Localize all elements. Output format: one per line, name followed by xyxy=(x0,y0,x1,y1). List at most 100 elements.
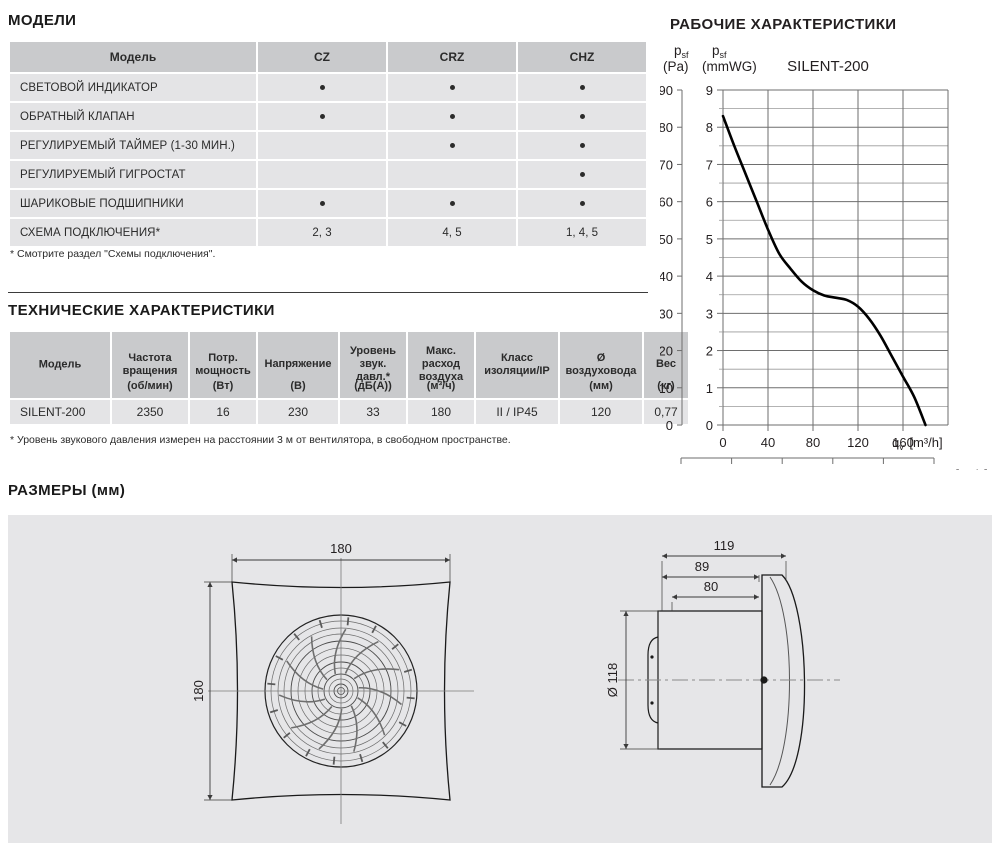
tech-table-row: SILENT-200 2350 16 230 33 180 II / IP45 120 0,77 xyxy=(10,400,688,424)
models-cell xyxy=(258,161,386,188)
tech-header-label: Уровень звук. давл.* xyxy=(349,345,396,383)
front-rim-tick xyxy=(305,748,311,757)
chart-ticklabel-ms: 0.01 xyxy=(719,467,744,470)
feature-dot-icon xyxy=(449,113,455,119)
tech-header-label: Потр. мощность xyxy=(195,351,251,377)
chart-ticklabel-mmwg: 7 xyxy=(706,157,713,172)
tech-header-unit: (кг) xyxy=(657,380,675,392)
chart-ticklabel-mmwg: 1 xyxy=(706,381,713,396)
models-row-label: РЕГУЛИРУЕМЫЙ ТАЙМЕР (1-30 МИН.) xyxy=(10,132,256,159)
models-row-label: РЕГУЛИРУЕМЫЙ ГИГРОСТАТ xyxy=(10,161,256,188)
feature-dot-icon xyxy=(449,84,455,90)
side-80-arrow-right xyxy=(754,594,759,600)
models-row-label: СХЕМА ПОДКЛЮЧЕНИЯ* xyxy=(10,219,256,246)
chart-ylabel-mmwg-unit: (mmWG) xyxy=(702,59,757,74)
front-impeller-blade xyxy=(286,660,324,690)
models-cell: 4, 5 xyxy=(388,219,516,246)
models-cell xyxy=(518,103,646,130)
side-dia-arrow-top xyxy=(623,611,629,616)
models-footnote: * Смотрите раздел "Схемы подключения". xyxy=(10,248,216,260)
tech-section-title: ТЕХНИЧЕСКИЕ ХАРАКТЕРИСТИКИ xyxy=(8,302,275,319)
feature-dot-icon xyxy=(319,200,325,206)
chart-ylabel-mmwg-sub: sf xyxy=(720,50,728,60)
side-119-arrow-left xyxy=(662,553,667,559)
tech-header-4: Уровень звук. давл.* (дБ(А)) xyxy=(340,332,406,398)
chart-ticklabel-mmwg: 5 xyxy=(706,232,713,247)
chart-xlabel-ms: qv [m³/s] xyxy=(938,467,988,470)
chart-ticklabel-mmwg: 4 xyxy=(706,269,713,284)
side-119-arrow-right xyxy=(781,553,786,559)
models-header-cz: CZ xyxy=(258,42,386,72)
side-80-arrow-left xyxy=(672,594,677,600)
side-center-dot xyxy=(760,676,768,684)
chart-axis-mmwg: 0 1 2 3 4 5 6 7 8 9 xyxy=(706,83,724,433)
tech-header-label: Ø воздуховода xyxy=(565,351,637,377)
models-row-label: СВЕТОВОЙ ИНДИКАТОР xyxy=(10,74,256,101)
front-rim-tick xyxy=(346,617,350,626)
front-impeller-blade xyxy=(344,640,379,674)
tech-cell-model: SILENT-200 xyxy=(10,400,110,424)
chart-ticklabel-mh: 120 xyxy=(847,435,869,450)
models-table-row: РЕГУЛИРУЕМЫЙ ТАЙМЕР (1-30 МИН.) xyxy=(10,132,646,159)
chart-ticklabel-ms: 0.03 xyxy=(820,467,845,470)
tech-footnote: * Уровень звукового давления измерен на … xyxy=(10,434,511,446)
chart-series-title: SILENT-200 xyxy=(787,58,869,75)
chart-ticklabel-ms: 0.04 xyxy=(871,467,896,470)
chart-ticklabel-pa: 80 xyxy=(660,120,673,135)
chart-ticklabel-pa: 10 xyxy=(660,381,673,396)
front-rim-tick xyxy=(275,655,284,661)
front-view-drawing: 180 180 xyxy=(191,541,474,824)
front-impeller-blade xyxy=(333,628,347,675)
chart-ticklabel-ms: 0.05 xyxy=(921,467,946,470)
tech-header-7: Ø воздуховода (мм) xyxy=(560,332,642,398)
tech-header-label: Модель xyxy=(38,358,82,371)
models-section-title: МОДЕЛИ xyxy=(8,12,77,29)
tech-cell: 230 xyxy=(258,400,338,424)
chart-ticklabel-mmwg: 3 xyxy=(706,306,713,321)
feature-dot-icon xyxy=(579,200,585,206)
chart-ticklabel-ms: 0.02 xyxy=(770,467,795,470)
front-rim-tick xyxy=(391,643,399,650)
models-cell xyxy=(258,103,386,130)
models-cell xyxy=(388,132,516,159)
tech-table-header-row: Модель Частота вращения (об/мин) Потр. мощн… xyxy=(10,332,688,398)
side-dia-label: Ø 118 xyxy=(605,663,620,697)
side-89-label: 89 xyxy=(695,559,709,574)
front-impeller-blade xyxy=(350,705,358,752)
front-height-label: 180 xyxy=(191,680,206,702)
models-row-label: ШАРИКОВЫЕ ПОДШИПНИКИ xyxy=(10,190,256,217)
tech-header-unit: (дБ(А)) xyxy=(354,380,392,392)
side-cover-inner-edge xyxy=(769,576,790,786)
performance-chart: РАБОЧИЕ ХАРАКТЕРИСТИКИ 0 1 2 3 4 5 6 7 8 9 0 10 20 30… xyxy=(660,10,1000,470)
models-table-header-row: Модель CZ CRZ CHZ xyxy=(10,42,646,72)
front-rim-tick xyxy=(398,721,407,727)
chart-ticklabel-pa: 30 xyxy=(660,306,673,321)
tech-cell: 16 xyxy=(190,400,256,424)
models-header-chz: CHZ xyxy=(518,42,646,72)
chart-xlabel-ms-unit: [m³/s] xyxy=(952,467,988,470)
front-rim-tick xyxy=(318,619,323,629)
models-cell xyxy=(258,190,386,217)
dimensions-panel: 180 180 119 89 80 Ø 118 xyxy=(8,515,992,843)
tech-header-label: Частота вращения xyxy=(122,351,178,377)
front-rim-tick xyxy=(269,709,279,714)
side-dia-arrow-bottom xyxy=(623,744,629,749)
tech-cell: 2350 xyxy=(112,400,188,424)
performance-chart-svg: 01234567890102030405060708090psf(Pa)psf(… xyxy=(660,43,988,470)
front-rim-tick xyxy=(359,753,364,763)
front-rim-tick xyxy=(382,741,389,749)
tech-cell: 180 xyxy=(408,400,474,424)
tech-header-2: Потр. мощность (Вт) xyxy=(190,332,256,398)
tech-header-8: Вес (кг) xyxy=(644,332,688,398)
tech-header-unit: (об/мин) xyxy=(127,380,173,392)
tech-header-6: Класс изоляции/IP xyxy=(476,332,558,398)
tech-header-unit: (Вт) xyxy=(212,380,234,392)
tech-cell: II / IP45 xyxy=(476,400,558,424)
tech-header-label: Класс изоляции/IP xyxy=(484,352,550,377)
front-impeller-blade xyxy=(358,686,403,706)
tech-header-1: Частота вращения (об/мин) xyxy=(112,332,188,398)
front-impeller-blade xyxy=(278,694,326,703)
models-cell: 2, 3 xyxy=(258,219,386,246)
feature-dot-icon xyxy=(579,84,585,90)
